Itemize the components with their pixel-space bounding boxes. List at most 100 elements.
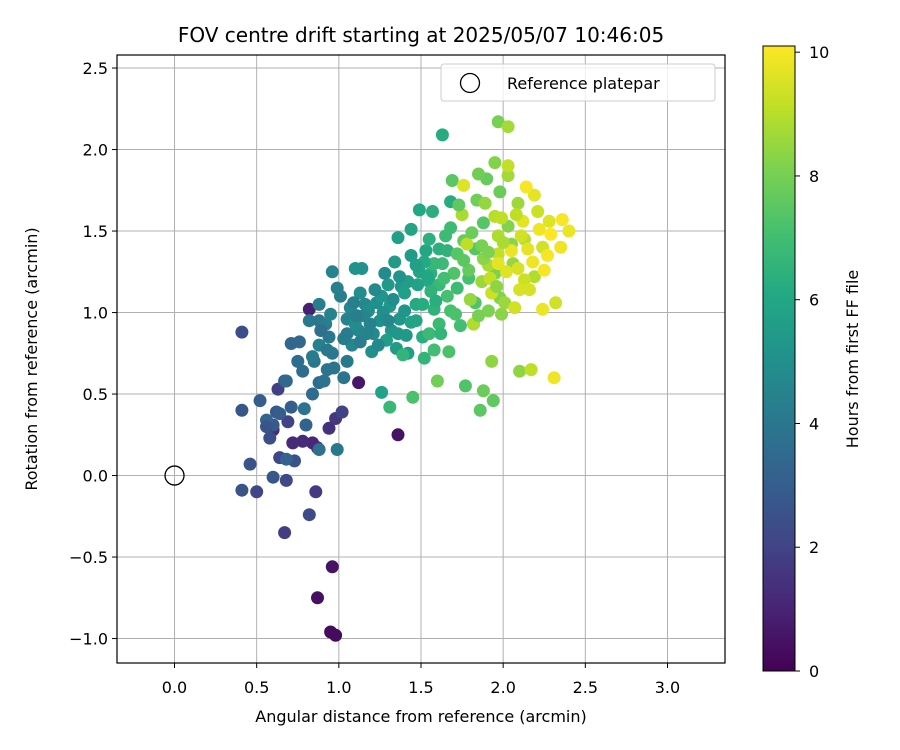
data-point bbox=[284, 400, 298, 414]
legend-box bbox=[440, 63, 716, 102]
data-point bbox=[286, 436, 300, 450]
data-point bbox=[235, 403, 249, 417]
data-point bbox=[519, 180, 533, 194]
data-point bbox=[544, 227, 558, 241]
data-point bbox=[320, 343, 334, 357]
data-point bbox=[481, 245, 495, 259]
data-point bbox=[388, 255, 402, 269]
data-point bbox=[299, 418, 313, 432]
data-point bbox=[527, 188, 541, 202]
data-point bbox=[355, 262, 369, 275]
data-point bbox=[340, 354, 354, 368]
legend-marker-reference bbox=[459, 72, 481, 94]
data-point bbox=[381, 278, 395, 292]
data-point bbox=[411, 278, 425, 292]
reference-marker-group bbox=[164, 465, 185, 486]
data-point bbox=[430, 374, 444, 388]
data-point bbox=[437, 271, 451, 285]
data-point bbox=[378, 266, 392, 280]
data-point bbox=[422, 327, 436, 341]
data-point bbox=[347, 296, 361, 310]
data-point bbox=[562, 224, 576, 238]
data-point bbox=[473, 403, 487, 417]
data-point bbox=[429, 294, 443, 308]
y-tick-label: 1.5 bbox=[83, 222, 108, 241]
data-point bbox=[508, 301, 522, 315]
x-tick-label: 0.5 bbox=[244, 678, 269, 697]
data-point bbox=[498, 296, 512, 310]
x-tick-label: 2.5 bbox=[573, 678, 598, 697]
data-point bbox=[496, 236, 510, 249]
data-point bbox=[306, 387, 319, 401]
data-point bbox=[442, 345, 456, 359]
x-tick-label: 1.5 bbox=[408, 678, 433, 697]
colorbar-tick-label: 2 bbox=[809, 538, 819, 557]
data-point bbox=[499, 265, 513, 279]
data-point bbox=[526, 255, 540, 269]
data-point bbox=[523, 283, 536, 297]
data-point bbox=[472, 309, 485, 323]
data-point bbox=[322, 421, 336, 435]
data-point bbox=[279, 374, 293, 388]
data-point bbox=[476, 216, 490, 230]
data-point bbox=[312, 443, 326, 456]
data-point bbox=[491, 257, 505, 271]
legend-label-reference: Reference platepar bbox=[507, 74, 660, 93]
data-point bbox=[266, 470, 280, 484]
data-point bbox=[399, 328, 413, 342]
colorbar-tick-label: 10 bbox=[809, 43, 829, 62]
data-point bbox=[404, 222, 418, 236]
y-tick-label: 0.5 bbox=[83, 385, 108, 404]
x-axis-label: Angular distance from reference (arcmin) bbox=[255, 707, 586, 726]
data-point bbox=[279, 452, 293, 466]
data-point bbox=[406, 390, 420, 404]
data-point bbox=[541, 249, 554, 262]
data-point bbox=[449, 307, 462, 321]
data-point bbox=[434, 327, 448, 341]
data-point bbox=[501, 169, 515, 183]
data-point bbox=[279, 473, 293, 487]
y-tick-label: 2.5 bbox=[83, 59, 108, 78]
data-point bbox=[450, 281, 464, 295]
data-point bbox=[495, 211, 508, 225]
data-point bbox=[273, 407, 287, 421]
data-point bbox=[501, 120, 515, 134]
colorbar-tick-label: 4 bbox=[809, 414, 819, 433]
chart-title: FOV centre drift starting at 2025/05/07 … bbox=[178, 23, 664, 47]
data-point bbox=[398, 304, 412, 318]
data-point bbox=[440, 244, 454, 258]
data-point bbox=[409, 314, 423, 328]
colorbar bbox=[762, 45, 796, 672]
data-point bbox=[260, 420, 273, 434]
data-point bbox=[353, 286, 367, 300]
data-point bbox=[457, 178, 471, 192]
data-point bbox=[422, 232, 436, 246]
data-point bbox=[488, 156, 502, 170]
data-point bbox=[235, 483, 249, 497]
data-point bbox=[329, 628, 343, 642]
data-point bbox=[393, 270, 407, 284]
data-point bbox=[297, 402, 311, 416]
data-point bbox=[440, 289, 454, 303]
data-point bbox=[314, 324, 328, 337]
data-point bbox=[335, 405, 349, 419]
data-point bbox=[409, 258, 423, 272]
data-point bbox=[324, 307, 338, 321]
data-point bbox=[302, 302, 316, 316]
data-point bbox=[463, 293, 477, 306]
data-point bbox=[536, 302, 550, 316]
data-point bbox=[360, 327, 374, 341]
data-point bbox=[547, 371, 561, 385]
data-point bbox=[511, 196, 525, 210]
data-point bbox=[386, 293, 400, 306]
data-point bbox=[317, 374, 331, 388]
y-axis-label: Rotation from reference (arcmin) bbox=[22, 227, 41, 490]
data-point bbox=[417, 351, 431, 365]
data-point bbox=[250, 485, 264, 499]
data-point bbox=[481, 304, 495, 318]
data-point bbox=[337, 332, 351, 346]
data-point bbox=[419, 244, 433, 258]
data-point bbox=[325, 560, 339, 574]
data-point bbox=[447, 266, 461, 280]
